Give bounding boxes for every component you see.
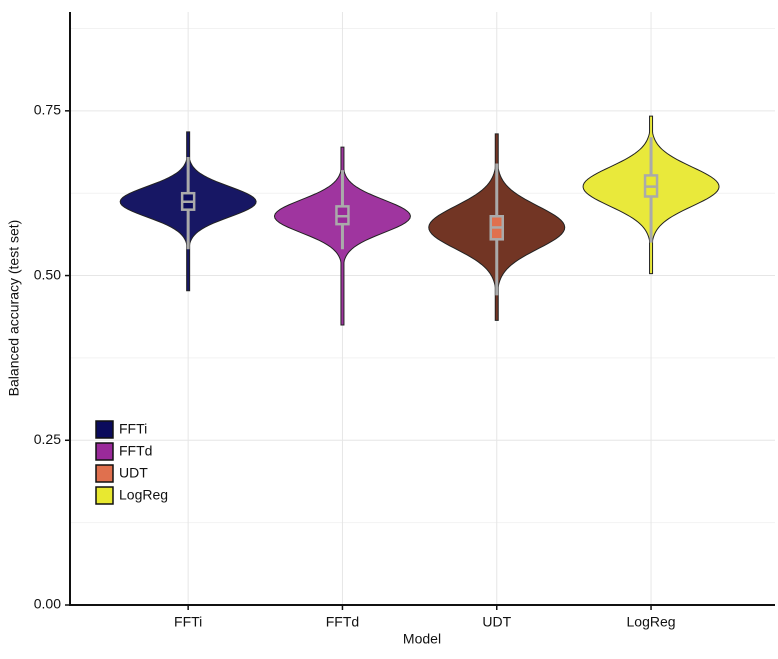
- y-tick-label: 0.00: [34, 596, 61, 612]
- legend-label: UDT: [119, 465, 148, 481]
- x-tick-label: LogReg: [627, 614, 676, 630]
- legend-label: FFTd: [119, 443, 152, 459]
- legend-label: LogReg: [119, 487, 168, 503]
- x-tick-label: FFTi: [174, 614, 202, 630]
- x-tick-label: FFTd: [326, 614, 359, 630]
- y-tick-label: 0.25: [34, 431, 61, 447]
- y-axis-label: Balanced accuracy (test set): [6, 220, 22, 397]
- legend-swatch: [95, 486, 114, 505]
- x-axis-label: Model: [403, 631, 441, 647]
- legend-swatch: [95, 464, 114, 483]
- x-tick-label: UDT: [482, 614, 511, 630]
- legend-swatch: [95, 420, 114, 439]
- legend-swatch: [95, 442, 114, 461]
- y-tick-label: 0.75: [34, 102, 61, 118]
- legend-label: FFTi: [119, 421, 147, 437]
- y-tick-label: 0.50: [34, 266, 61, 282]
